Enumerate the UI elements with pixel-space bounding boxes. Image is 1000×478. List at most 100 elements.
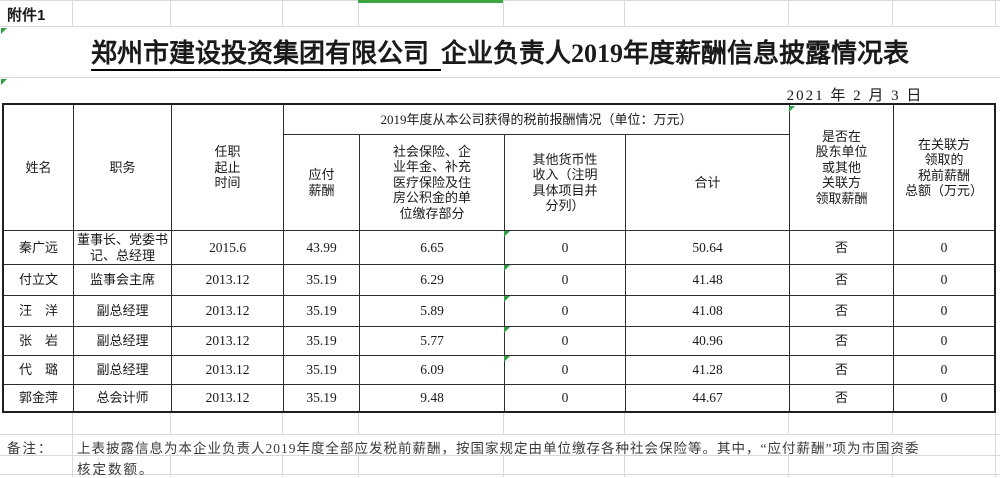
cell-r6-social[interactable]: 9.48 (360, 385, 505, 411)
cell-r4-position[interactable]: 副总经理 (74, 327, 172, 356)
header-payable: 应付 薪酬 (284, 135, 360, 231)
cell-r3-social[interactable]: 5.89 (360, 296, 505, 327)
cell-r5-related[interactable]: 否 (790, 356, 894, 385)
cell-r5-related-amount[interactable]: 0 (894, 356, 994, 385)
cell-r5-term[interactable]: 2013.12 (172, 356, 284, 385)
cell-r4-other[interactable]: 0 (505, 327, 626, 356)
gridline (624, 0, 625, 26)
header-related-amount: 在关联方 领取的 税前薪酬 总额（万元） (894, 105, 994, 231)
header-name: 姓名 (4, 105, 74, 231)
cell-r6-name[interactable]: 郭金萍 (4, 385, 74, 411)
cell-overflow-mask (73, 456, 168, 473)
gridline (0, 455, 1000, 456)
cell-flag-triangle-icon (789, 106, 795, 112)
cell-r2-related-amount[interactable]: 0 (894, 265, 994, 296)
cell-r3-term[interactable]: 2013.12 (172, 296, 284, 327)
cell-r1-related-amount[interactable]: 0 (894, 231, 994, 265)
title-company-underlined: 郑州市建设投资集团有限公司 (90, 39, 441, 71)
title-rest: 企业负责人2019年度薪酬信息披露情况表 (441, 39, 910, 68)
cell-r3-related[interactable]: 否 (790, 296, 894, 327)
cell-flag-triangle-icon (504, 231, 510, 237)
cell-r6-total[interactable]: 44.67 (626, 385, 790, 411)
cell-r6-related[interactable]: 否 (790, 385, 894, 411)
header-term: 任职 起止 时间 (172, 105, 284, 231)
attachment-label: 附件1 (7, 7, 46, 24)
notes-line2: 核定数额。 (77, 462, 155, 477)
notes-line1: 上表披露信息为本企业负责人2019年度全部应发税前薪酬，按国家规定由单位缴存各种… (77, 441, 920, 456)
cell-r6-term[interactable]: 2013.12 (172, 385, 284, 411)
cell-r2-related[interactable]: 否 (790, 265, 894, 296)
cell-r3-related-amount[interactable]: 0 (894, 296, 994, 327)
cell-r4-related-amount[interactable]: 0 (894, 327, 994, 356)
cell-r6-payable[interactable]: 35.19 (284, 385, 360, 411)
cell-r2-total[interactable]: 41.48 (626, 265, 790, 296)
cell-r1-total[interactable]: 50.64 (626, 231, 790, 265)
cell-r6-position[interactable]: 总会计师 (74, 385, 172, 411)
page-title: 郑州市建设投资集团有限公司 企业负责人2019年度薪酬信息披露情况表 (0, 33, 1000, 71)
gridline (0, 434, 1000, 435)
cell-r1-name[interactable]: 秦广远 (4, 231, 74, 265)
gridline (788, 0, 789, 26)
cell-flag-triangle-icon (504, 296, 510, 302)
cell-flag-triangle-icon (1, 28, 7, 34)
cell-r2-other[interactable]: 0 (505, 265, 626, 296)
cell-r5-name[interactable]: 代 璐 (4, 356, 74, 385)
notes-label: 备注： (7, 441, 54, 456)
cell-r1-related[interactable]: 否 (790, 231, 894, 265)
cell-r6-other[interactable]: 0 (505, 385, 626, 411)
header-group: 2019年度从本公司获得的税前报酬情况（单位：万元） (284, 105, 790, 135)
cell-r2-payable[interactable]: 35.19 (284, 265, 360, 296)
cell-r1-position[interactable]: 董事长、党委书 记、总经理 (74, 231, 172, 265)
gridline (995, 0, 996, 26)
cell-r5-position[interactable]: 副总经理 (74, 356, 172, 385)
cell-r6-related-amount[interactable]: 0 (940, 390, 948, 406)
cell-r2-social[interactable]: 6.29 (360, 265, 505, 296)
gridline (0, 474, 1000, 475)
gridline (72, 0, 73, 26)
cell-r4-term[interactable]: 2013.12 (172, 327, 284, 356)
cell-r2-name[interactable]: 付立文 (4, 265, 74, 296)
selected-column-indicator (358, 0, 503, 3)
cell-flag-triangle-icon (1, 79, 7, 85)
gridline (503, 0, 504, 26)
cell-r1-payable[interactable]: 43.99 (284, 231, 360, 265)
cell-r2-position[interactable]: 监事会主席 (74, 265, 172, 296)
cell-flag-triangle-icon (504, 265, 510, 271)
cell-r4-payable[interactable]: 35.19 (284, 327, 360, 356)
cell-r5-payable[interactable]: 35.19 (284, 356, 360, 385)
cell-r4-social[interactable]: 5.77 (360, 327, 505, 356)
header-position: 职务 (74, 105, 172, 231)
cell-r5-total[interactable]: 41.28 (626, 356, 790, 385)
salary-table: 姓名 职务 任职 起止 时间 2019年度从本公司获得的税前报酬情况（单位：万元… (2, 103, 996, 413)
cell-r1-term[interactable]: 2015.6 (172, 231, 284, 265)
header-related-whether: 是否在 股东单位 或其他 关联方 领取薪酬 (790, 105, 894, 231)
gridline (170, 0, 171, 26)
cell-r3-name[interactable]: 汪 洋 (4, 296, 74, 327)
cell-r3-other[interactable]: 0 (505, 296, 626, 327)
date-text: 2021 年 2 月 3 日 (786, 88, 924, 104)
cell-r4-name[interactable]: 张 岩 (4, 327, 74, 356)
gridline (0, 77, 1000, 78)
cell-r1-social[interactable]: 6.65 (360, 231, 505, 265)
cell-r2-term[interactable]: 2013.12 (172, 265, 284, 296)
cell-overflow-mask (73, 435, 940, 454)
gridline (995, 412, 996, 477)
cell-r1-other[interactable]: 0 (505, 231, 626, 265)
header-total: 合计 (626, 135, 790, 231)
cell-r5-social[interactable]: 6.09 (360, 356, 505, 385)
header-other: 其他货币性 收入（注明 具体项目并 分列） (505, 135, 626, 231)
header-social: 社会保险、企 业年金、补充 医疗保险及住 房公积金的单 位缴存部分 (360, 135, 505, 231)
cell-r4-related[interactable]: 否 (790, 327, 894, 356)
cell-r3-payable[interactable]: 35.19 (284, 296, 360, 327)
gridline (0, 26, 1000, 27)
gridline (892, 0, 893, 26)
cell-r3-position[interactable]: 副总经理 (74, 296, 172, 327)
cell-flag-triangle-icon (504, 327, 510, 333)
cell-r5-other[interactable]: 0 (505, 356, 626, 385)
cell-r4-total[interactable]: 40.96 (626, 327, 790, 356)
gridline (282, 0, 283, 26)
cell-r3-total[interactable]: 41.08 (626, 296, 790, 327)
gridline (72, 412, 73, 477)
cell-flag-triangle-icon (504, 356, 510, 362)
